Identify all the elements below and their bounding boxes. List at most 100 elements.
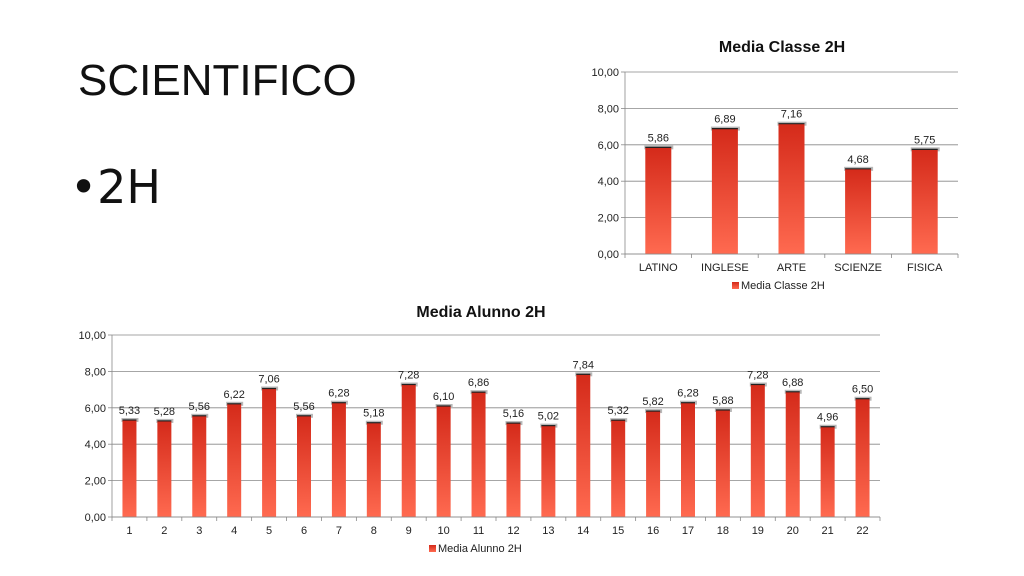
student-bar [750,384,765,517]
student-data-label: 5,02 [538,411,559,423]
student-bar [297,415,311,517]
student-bar [122,419,137,517]
class-chart: Media Classe 2H 0,00 2,00 4,00 6,00 8,00 10,00… [591,39,959,292]
student-data-label: 6,50 [852,384,873,396]
student-bar [576,374,591,517]
student-y-tick-label: 0,00 [85,512,106,524]
student-y-tick-label: 4,00 [85,439,106,451]
class-y-tick-label: 0,00 [598,249,619,261]
student-x-tick-label: 17 [682,525,694,537]
student-x-tick-label: 16 [647,525,659,537]
class-x-tick-label: SCIENZE [834,262,882,274]
student-x-tick-label: 7 [336,525,342,537]
student-x-tick-label: 10 [438,525,450,537]
class-y-tick-label: 8,00 [598,103,619,115]
class-x-tick-label: INGLESE [701,262,749,274]
class-x-tick-label: LATINO [639,262,678,274]
student-x-tick-label: 14 [577,525,589,537]
class-bar [778,123,805,254]
student-bar [611,420,626,517]
class-data-label: 7,16 [781,109,802,121]
student-data-label: 5,82 [642,396,663,408]
student-bar [157,420,172,517]
student-legend-label: Media Alunno 2H [438,543,522,555]
student-y-tick-label: 2,00 [85,476,106,488]
student-bar [436,405,451,517]
class-data-label: 5,75 [914,134,935,146]
student-x-tick-label: 21 [822,525,834,537]
student-data-label: 7,84 [573,359,594,371]
class-bar [911,149,938,254]
class-y-tick-label: 2,00 [598,213,619,225]
class-legend-swatch [732,282,739,289]
class-chart-title: Media Classe 2H [719,39,845,56]
student-bar [262,388,277,517]
student-bar [646,411,661,517]
class-y-tick-label: 4,00 [598,176,619,188]
class-data-label: 6,89 [714,114,735,126]
student-data-label: 6,28 [677,388,698,400]
class-bar [845,168,872,254]
student-bar [366,422,381,517]
student-x-tick-label: 18 [717,525,729,537]
student-data-label: 6,86 [468,377,489,389]
student-bar [820,426,835,517]
student-bar [681,402,695,517]
student-data-label: 5,88 [712,395,733,407]
student-x-tick-label: 3 [196,525,202,537]
student-x-tick-label: 4 [231,525,237,537]
student-data-label: 5,18 [363,408,384,420]
class-y-tick-label: 6,00 [598,140,619,152]
student-x-tick-label: 19 [752,525,764,537]
student-chart: Media Alunno 2H 0,00 2,00 4,00 6,00 8,00 10,00… [78,304,881,555]
student-x-tick-label: 8 [371,525,377,537]
slide-title: SCIENTIFICO [78,56,357,105]
class-y-tick-label: 10,00 [591,67,619,79]
student-x-tick-label: 6 [301,525,307,537]
student-x-tick-label: 15 [612,525,624,537]
student-bar [785,391,800,517]
student-legend-swatch [429,545,436,552]
student-data-label: 6,88 [782,377,803,389]
student-bar [506,423,521,517]
student-y-tick-label: 6,00 [85,403,106,415]
student-data-label: 5,56 [293,401,314,413]
class-legend-label: Media Classe 2H [741,280,825,292]
class-x-tick-label: ARTE [777,262,806,274]
student-x-tick-label: 2 [161,525,167,537]
student-data-label: 4,96 [817,412,838,424]
student-bar [715,409,730,517]
class-data-label: 4,68 [847,154,868,166]
student-data-label: 7,28 [398,370,419,382]
student-bar [192,415,207,517]
student-bar [471,392,486,517]
student-data-label: 6,10 [433,391,454,403]
class-bar [711,128,738,254]
student-data-label: 7,06 [258,374,279,386]
student-x-tick-label: 12 [507,525,519,537]
student-bar [855,398,870,517]
student-data-label: 7,28 [747,370,768,382]
student-bar [331,402,346,517]
student-x-tick-label: 5 [266,525,272,537]
student-y-tick-label: 8,00 [85,366,106,378]
student-y-tick-label: 10,00 [78,330,106,342]
student-chart-title: Media Alunno 2H [416,304,545,321]
student-bar [401,384,416,517]
class-x-tick-label: FISICA [907,262,943,274]
student-data-label: 6,22 [223,389,244,401]
student-data-label: 5,32 [607,405,628,417]
student-data-label: 6,28 [328,388,349,400]
student-data-label: 5,28 [154,406,175,418]
student-x-tick-label: 22 [856,525,868,537]
class-data-label: 5,86 [648,132,669,144]
student-bar [227,403,242,517]
student-x-tick-label: 20 [787,525,799,537]
class-bar [645,147,672,254]
student-x-tick-label: 9 [406,525,412,537]
student-x-tick-label: 11 [473,525,484,537]
student-data-label: 5,33 [119,405,140,417]
student-data-label: 5,56 [189,401,210,413]
student-bar [541,425,556,517]
